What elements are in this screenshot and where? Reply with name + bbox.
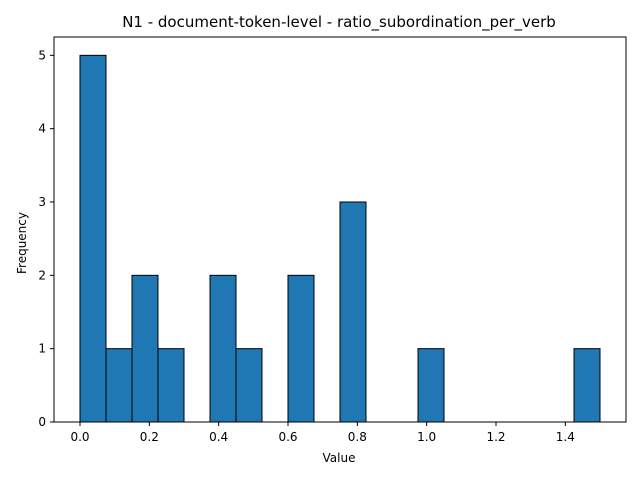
histogram-bar-5	[209, 274, 237, 423]
y-axis-label: Frequency	[15, 212, 29, 274]
y-tick-label-2: 2	[38, 268, 46, 282]
y-axis-ticks: 0 1 2 3 4 5	[38, 48, 54, 429]
y-tick-label-4: 4	[38, 122, 46, 136]
histogram-bar-0	[79, 54, 107, 423]
histogram-bar-6	[235, 348, 263, 423]
histogram-bar-10	[339, 201, 367, 423]
y-tick-label-0: 0	[38, 415, 46, 429]
histogram-bar-1	[105, 348, 133, 423]
x-axis-label: Value	[323, 451, 356, 465]
plot-frame	[53, 36, 627, 423]
x-tick-label-4: 0.8	[348, 430, 367, 444]
histogram-bar-2	[131, 274, 159, 423]
chart-title: N1 - document-token-level - ratio_subord…	[122, 13, 556, 32]
y-tick-label-1: 1	[38, 342, 46, 356]
x-tick-label-7: 1.4	[556, 430, 575, 444]
x-tick-label-3: 0.6	[278, 430, 297, 444]
x-tick-label-6: 1.2	[486, 430, 505, 444]
x-tick-label-1: 0.2	[140, 430, 159, 444]
x-tick-label-0: 0.0	[70, 430, 89, 444]
x-tick-label-5: 1.0	[417, 430, 436, 444]
y-tick-label-5: 5	[38, 48, 46, 62]
histogram-bar-3	[157, 348, 185, 423]
histogram-bar-13	[417, 348, 445, 423]
y-tick-label-3: 3	[38, 195, 46, 209]
x-axis-ticks: 0.0 0.2 0.4 0.6 0.8 1.0 1.2 1.4	[70, 422, 575, 444]
histogram-bar-8	[287, 274, 315, 423]
x-tick-label-2: 0.4	[209, 430, 228, 444]
bars-group	[79, 54, 601, 423]
histogram-bar-19	[573, 348, 601, 423]
